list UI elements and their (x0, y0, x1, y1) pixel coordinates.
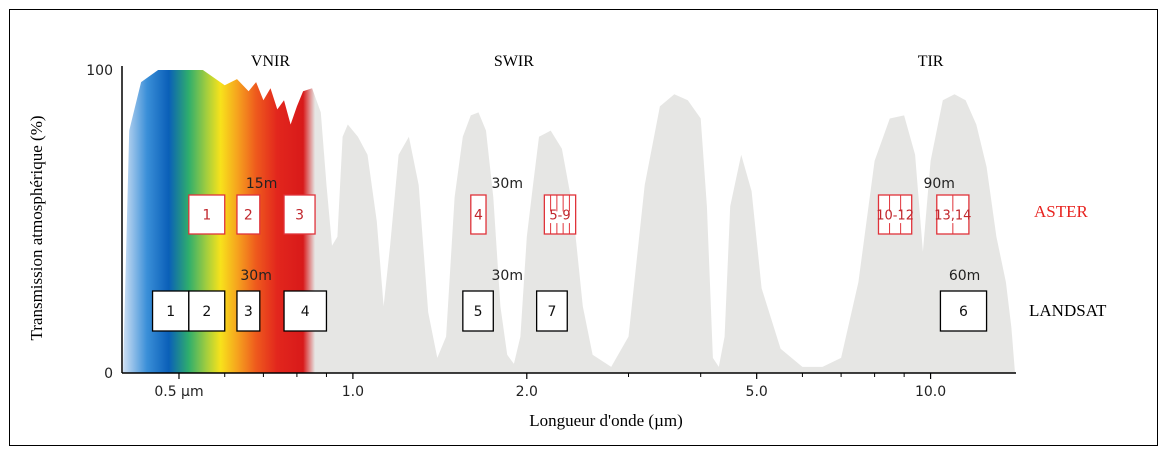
landsat-band-1: 1 (151, 290, 190, 332)
band-label: 7 (547, 304, 556, 320)
transmission-chart: 0.5 µm 1.0 2.0 5.0 10.0 0 100 Transmission at… (27, 53, 1107, 430)
region-label: VNIR (251, 53, 290, 70)
resolution-label: 90m (923, 176, 954, 192)
x-axis-title: Longueur d'onde (µm) (529, 411, 683, 430)
resolution-label: 30m (240, 268, 271, 284)
band-box (543, 194, 577, 235)
landsat-band-5: 5 (462, 290, 494, 332)
band-box (939, 290, 988, 332)
aster-band-10-12: 10-12 (876, 194, 914, 235)
band-label: 1 (202, 208, 211, 224)
band-box (470, 194, 487, 235)
band-box (877, 194, 913, 235)
aster-band-13,14: 13,14 (934, 194, 971, 235)
region-label: SWIR (494, 53, 534, 70)
aster-band-4: 4 (470, 194, 487, 235)
landsat-band-6: 6 (939, 290, 988, 332)
band-label: 5 (474, 304, 483, 320)
band-label: 3 (295, 208, 304, 224)
band-label: 3 (244, 304, 253, 320)
aster-band-5-9: 5-9 (543, 194, 577, 235)
landsat-band-2: 2 (188, 290, 226, 332)
x-tick-label: 10.0 (915, 384, 946, 400)
band-label: 2 (244, 208, 253, 224)
band-label: 5-9 (549, 209, 570, 224)
band-box (236, 194, 261, 235)
y-tick-label: 100 (86, 63, 113, 79)
band-box (535, 290, 568, 332)
band-label: 13,14 (934, 209, 971, 224)
figure-frame: 0.5 µm 1.0 2.0 5.0 10.0 0 100 Transmission at… (9, 9, 1158, 446)
resolution-label: 60m (949, 268, 980, 284)
resolution-label: 15m (246, 176, 277, 192)
band-label: 4 (301, 304, 310, 320)
resolution-label: 30m (492, 176, 523, 192)
band-box (283, 194, 316, 235)
resolution-labels: 15m 30m 90m 30m 30m 60m (240, 176, 980, 284)
band-box (462, 290, 494, 332)
x-tick-label: 0.5 µm (154, 384, 203, 400)
x-tick-label: 5.0 (746, 384, 768, 400)
band-box (188, 290, 226, 332)
band-box (188, 194, 226, 235)
x-tick-label: 2.0 (516, 384, 538, 400)
band-label: 10-12 (876, 209, 914, 224)
band-label: 6 (959, 304, 968, 320)
x-axis-ticks: 0.5 µm 1.0 2.0 5.0 10.0 (154, 373, 946, 400)
band-label: 2 (202, 304, 211, 320)
band-label: 4 (474, 208, 483, 224)
aster-band-1: 1 (188, 194, 226, 235)
y-tick-label: 0 (104, 366, 113, 382)
band-box (283, 290, 328, 332)
landsat-band-7: 7 (535, 290, 568, 332)
aster-band-3: 3 (283, 194, 316, 235)
legend-aster: ASTER (1034, 202, 1089, 221)
landsat-band-4: 4 (283, 290, 328, 332)
band-label: 1 (166, 304, 175, 320)
region-label: TIR (918, 53, 944, 70)
region-labels: VNIR SWIR TIR (251, 53, 944, 70)
sensor-bands: 1 2 3 4 5-9 10-12 13,14 1 2 3 4 5 7 6 (151, 194, 988, 332)
band-box (151, 290, 190, 332)
legend-landsat: LANDSAT (1029, 301, 1107, 320)
y-axis-title: Transmission atmosphérique (%) (27, 115, 46, 340)
resolution-label: 30m (492, 268, 523, 284)
y-axis-ticks: 0 100 (86, 63, 113, 382)
aster-band-2: 2 (236, 194, 261, 235)
x-tick-label: 1.0 (342, 384, 364, 400)
band-box (236, 290, 261, 332)
landsat-band-3: 3 (236, 290, 261, 332)
